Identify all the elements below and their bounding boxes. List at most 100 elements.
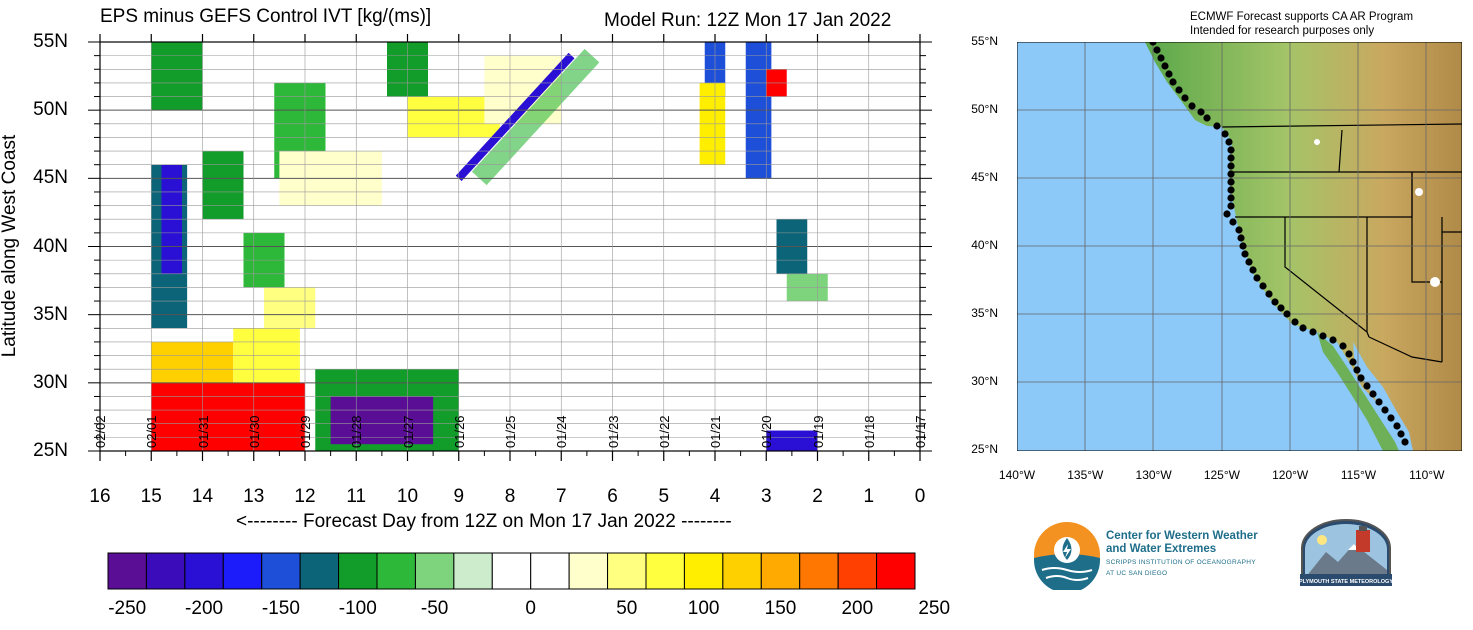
map-lat-label: 35°N [971,306,998,320]
colorbar-label: -100 [338,598,377,619]
coast-point [1181,94,1189,102]
map-lon-label: 140°W [998,468,1036,482]
colorbar-swatch [530,552,570,590]
map-lat-label: 50°N [971,102,998,116]
coast-point [1227,202,1235,210]
date-label: 01/30 [246,415,262,448]
coast-point [1249,266,1257,274]
coast-point [1203,114,1211,122]
colorbar-label: -200 [185,598,224,619]
state-borders [1221,123,1462,363]
coast-point [1197,108,1205,116]
model-run-label: Model Run: 12Z Mon 17 Jan 2022 [604,10,892,31]
y-tick-label: 55N [33,31,68,52]
colorbar-label: -250 [108,598,147,619]
map-lon-label: 115°W [1340,468,1377,482]
coast-point [1237,234,1245,242]
date-label: 01/17 [913,415,928,448]
coast-point [1153,46,1161,54]
coast-point [1225,138,1233,146]
coast-point [1149,42,1157,46]
plymouth-state-logo: PLYMOUTH STATE METEOROLOGY [1299,519,1393,586]
y-tick-label: 35N [33,303,68,325]
coast-point [1319,332,1327,340]
coast-point [1221,130,1229,138]
coast-point [1227,178,1235,186]
date-label: 02/02 [93,415,108,448]
x-tick-label: 5 [658,486,670,507]
date-label: 01/28 [349,415,365,448]
coast-point [1299,324,1307,332]
snow-caps [1314,139,1440,287]
map-title-line2: Intended for research purposes only [1190,25,1375,37]
x-tick-label: 1 [863,486,875,507]
colorbar-label: 150 [764,598,797,619]
colorbar-swatch [876,552,916,590]
coast-point [1309,328,1317,336]
coast-point [1235,226,1243,234]
y-ticks [88,41,932,452]
map-lon-label: 130°W [1135,468,1172,482]
coast-point [1259,282,1267,290]
coast-point [1227,194,1235,202]
map-lat-label: 30°N [971,374,998,388]
ivt-region-2 [151,341,234,383]
colorbar-swatch [568,552,609,590]
colorbar-label: -150 [261,598,300,619]
date-label: 01/18 [861,415,877,448]
map-lat-label: 55°N [971,34,998,48]
coast-point [1213,122,1221,130]
coast-point [1253,274,1261,282]
cw3e-logo [1034,522,1100,590]
map-lon-label: 120°W [1272,468,1309,482]
ivt-band-1 [471,48,600,186]
colorbar-swatch [760,552,801,590]
coast-point [1401,438,1409,446]
coast-point [1363,382,1371,390]
x-ticks [99,34,921,461]
chart-title: EPS minus GEFS Control IVT [kg/(ms)] [100,6,432,27]
y-tick-label: 50N [33,99,68,121]
colorbar-swatch [145,552,186,590]
coast-point [1357,374,1365,382]
coast-point [1157,54,1165,62]
colorbar-label: 200 [841,598,874,619]
x-tick-label: 16 [89,486,111,507]
coast-point [1227,170,1235,178]
coast-point [1369,390,1377,398]
x-axis-label: <-------- Forecast Day from 12Z on Mon 1… [236,511,732,532]
date-label: 01/20 [759,415,775,448]
coast-point [1165,70,1173,78]
colorbar-label: 0 [525,598,536,619]
west-coast-map [1017,42,1462,451]
coast-point [1283,310,1291,318]
land-mass [1145,42,1462,451]
x-tick-label: 7 [555,486,567,507]
coast-point [1393,422,1401,430]
coast-point [1277,304,1285,312]
ivt-region-18 [766,430,818,451]
date-label: 01/27 [400,415,416,448]
coast-point [1239,242,1247,250]
coast-point [1397,430,1405,438]
map-gridlines [1017,42,1462,451]
colorbar-swatch [491,552,532,590]
coast-point [1339,342,1347,350]
x-tick-label: 6 [607,486,618,507]
coast-point [1241,250,1249,258]
ivt-region-1 [171,396,285,438]
map-lon-label: 110°W [1409,468,1445,482]
date-label: 01/25 [503,415,518,448]
colorbar-swatch [645,552,685,590]
map-title-line1: ECMWF Forecast supports CA AR Program [1190,11,1414,23]
x-tick-label: 14 [191,486,214,507]
coast-point [1227,186,1235,194]
colorbar-label: 100 [687,598,720,619]
coast-point [1169,78,1177,86]
hovmoller-chart [88,34,932,590]
y-tick-label: 30N [33,371,68,393]
colorbar-swatch [799,552,839,590]
coast-point [1227,162,1235,170]
colorbar-swatch [376,552,416,590]
cw3e-name-line2: and Water Extremes [1106,543,1217,555]
